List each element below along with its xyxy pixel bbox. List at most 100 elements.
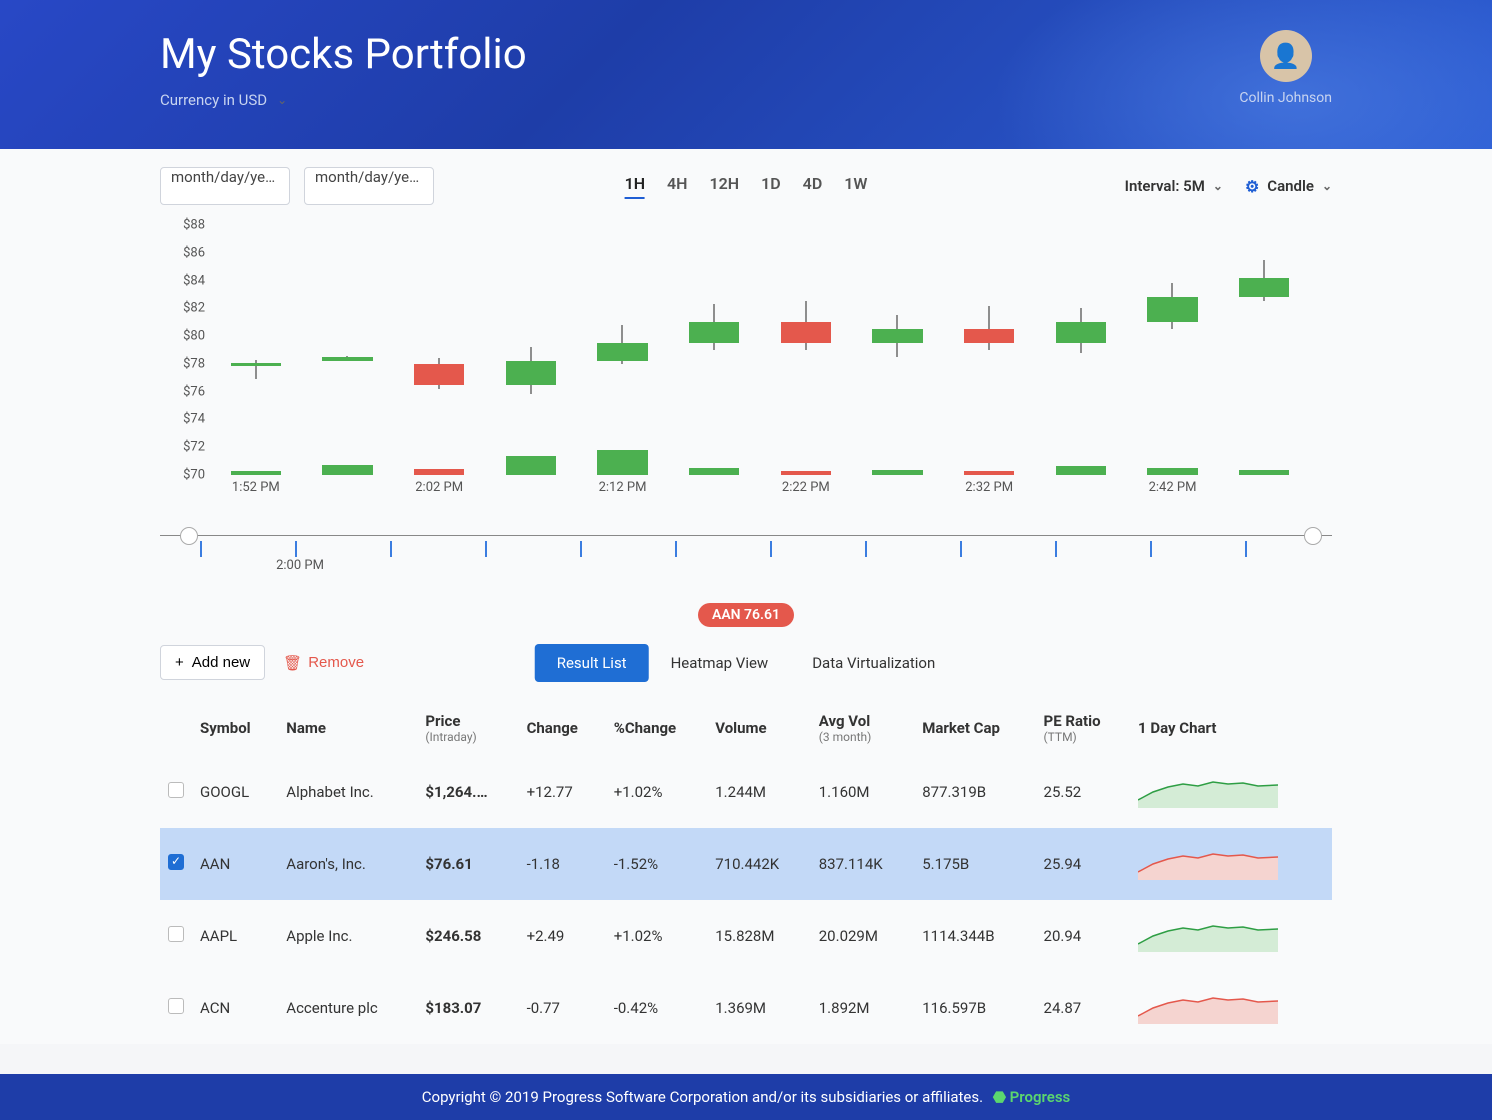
scrubber-tick — [1245, 541, 1247, 557]
chevron-down-icon: ⌄ — [1213, 179, 1223, 193]
candle — [781, 225, 831, 475]
date-to-input[interactable]: month/day/ye… — [304, 167, 434, 205]
cell: 25.52 — [1036, 756, 1130, 828]
cell: AAPL — [192, 900, 278, 972]
scrubber-tick — [770, 541, 772, 557]
page-title: My Stocks Portfolio — [160, 30, 1332, 79]
candle — [689, 225, 739, 475]
range-tab-1h[interactable]: 1H — [625, 174, 645, 199]
column-header[interactable]: Price(Intraday) — [417, 700, 518, 756]
table-row[interactable]: ACNAccenture plc$183.07-0.77-0.42%1.369M… — [160, 972, 1332, 1044]
column-header[interactable]: %Change — [606, 700, 708, 756]
currency-selector[interactable]: Currency in USD ⌄ — [160, 91, 1332, 109]
time-scrubber[interactable]: 2:00 PM — [160, 535, 1332, 585]
interval-label: Interval: 5M — [1125, 177, 1205, 195]
chart-type-label: Candle — [1267, 177, 1314, 195]
cell: 1.892M — [811, 972, 915, 1044]
cell: 1114.344B — [914, 900, 1035, 972]
volume-bar — [597, 450, 647, 476]
column-header[interactable]: Symbol — [192, 700, 278, 756]
candle — [231, 225, 281, 475]
row-checkbox[interactable] — [168, 782, 184, 798]
scrubber-tick — [295, 541, 297, 557]
cell: -1.52% — [606, 828, 708, 900]
table-row[interactable]: GOOGLAlphabet Inc.$1,264.…+12.77+1.02%1.… — [160, 756, 1332, 828]
volume-bar — [1056, 466, 1106, 475]
volume-bar — [414, 469, 464, 475]
range-tab-1w[interactable]: 1W — [844, 174, 867, 199]
chevron-down-icon: ⌄ — [277, 93, 287, 107]
scrubber-tick — [675, 541, 677, 557]
range-tab-1d[interactable]: 1D — [761, 174, 781, 199]
badge-row: AAN 76.61 — [160, 603, 1332, 627]
table-row[interactable]: AANAaron's, Inc.$76.61-1.18-1.52%710.442… — [160, 828, 1332, 900]
header: My Stocks Portfolio Currency in USD ⌄ 👤 … — [0, 0, 1492, 149]
cell: 710.442K — [707, 828, 811, 900]
column-header[interactable]: Avg Vol(3 month) — [811, 700, 915, 756]
cell: -1.18 — [519, 828, 606, 900]
candle — [597, 225, 647, 475]
cell: 15.828M — [707, 900, 811, 972]
remove-button[interactable]: 🗑 Remove — [283, 654, 364, 672]
cell: 5.175B — [914, 828, 1035, 900]
y-axis-tick: $80 — [183, 329, 205, 344]
x-axis-label: 2:22 PM — [782, 480, 830, 495]
row-checkbox[interactable] — [168, 854, 184, 870]
range-tab-4d[interactable]: 4D — [803, 174, 823, 199]
candle — [1056, 225, 1106, 475]
column-header[interactable]: Volume — [707, 700, 811, 756]
volume-bar — [781, 471, 831, 476]
column-header[interactable]: Change — [519, 700, 606, 756]
cell: 25.94 — [1036, 828, 1130, 900]
view-tabs: Result ListHeatmap ViewData Virtualizati… — [535, 644, 958, 682]
scrubber-handle-right[interactable] — [1304, 527, 1322, 545]
table-row[interactable]: AAPLApple Inc.$246.58+2.49+1.02%15.828M2… — [160, 900, 1332, 972]
volume-bar — [322, 465, 372, 476]
date-from-input[interactable]: month/day/ye… — [160, 167, 290, 205]
view-tab-heatmap-view[interactable]: Heatmap View — [649, 644, 791, 682]
interval-dropdown[interactable]: Interval: 5M ⌄ — [1125, 177, 1223, 195]
scrubber-handle-left[interactable] — [180, 527, 198, 545]
add-label: Add new — [192, 654, 250, 671]
avatar: 👤 — [1260, 30, 1312, 82]
column-header[interactable]: Name — [278, 700, 417, 756]
column-header[interactable]: Market Cap — [914, 700, 1035, 756]
x-axis-label: 1:52 PM — [232, 480, 280, 495]
user-block[interactable]: 👤 Collin Johnson — [1239, 30, 1332, 106]
add-new-button[interactable]: + Add new — [160, 645, 265, 680]
column-header[interactable]: 1 Day Chart — [1130, 700, 1332, 756]
view-tab-data-virtualization[interactable]: Data Virtualization — [790, 644, 957, 682]
cell: GOOGL — [192, 756, 278, 828]
cell: ACN — [192, 972, 278, 1044]
range-tab-4h[interactable]: 4H — [667, 174, 687, 199]
scrubber-tick — [200, 541, 202, 557]
chart-type-dropdown[interactable]: ⚙ Candle ⌄ — [1245, 177, 1332, 196]
scrubber-tick — [960, 541, 962, 557]
column-header[interactable]: PE Ratio(TTM) — [1036, 700, 1130, 756]
candle — [1239, 225, 1289, 475]
scrubber-tick — [580, 541, 582, 557]
cell: $1,264.… — [417, 756, 518, 828]
cell: 837.114K — [811, 828, 915, 900]
scrubber-tick — [1055, 541, 1057, 557]
x-axis-label: 2:02 PM — [415, 480, 463, 495]
candlestick-chart: $88$86$84$82$80$78$76$74$72$70 1:52 PM2:… — [160, 225, 1332, 505]
y-axis-tick: $74 — [183, 412, 205, 427]
sparkline-cell — [1130, 972, 1332, 1044]
cell: 1.160M — [811, 756, 915, 828]
scrubber-tick — [390, 541, 392, 557]
sparkline-cell — [1130, 756, 1332, 828]
view-tab-result-list[interactable]: Result List — [535, 644, 649, 682]
copyright-text: Copyright © 2019 Progress Software Corpo… — [422, 1088, 983, 1106]
row-checkbox[interactable] — [168, 926, 184, 942]
volume-bar — [1147, 468, 1197, 475]
y-axis-tick: $70 — [183, 468, 205, 483]
scrubber-tick — [1150, 541, 1152, 557]
x-axis-label: 2:32 PM — [965, 480, 1013, 495]
cell: +1.02% — [606, 756, 708, 828]
cell: AAN — [192, 828, 278, 900]
range-tab-12h[interactable]: 12H — [710, 174, 740, 199]
row-checkbox[interactable] — [168, 998, 184, 1014]
candle — [964, 225, 1014, 475]
footer: Copyright © 2019 Progress Software Corpo… — [0, 1074, 1492, 1120]
